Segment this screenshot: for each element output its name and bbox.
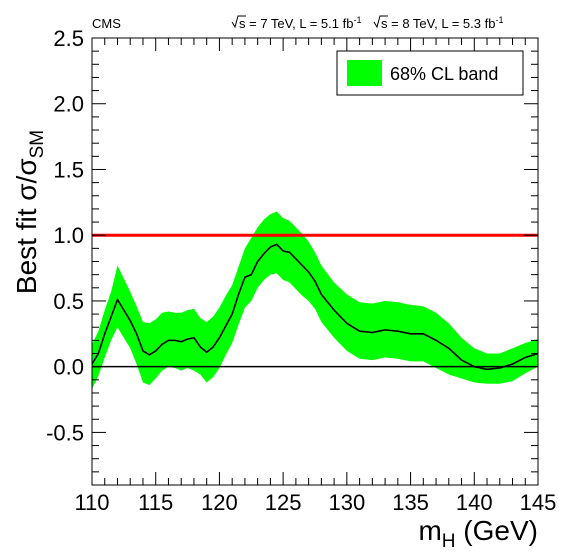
y-tick-label: 2.5 — [53, 26, 84, 51]
cl-band-68 — [92, 211, 538, 390]
x-tick-label: 120 — [201, 490, 238, 515]
series-layer — [91, 243, 539, 371]
y-axis-title: Best fit σ/σSM — [11, 130, 48, 294]
x-axis-title-unit: (GeV) — [456, 515, 538, 546]
y-axis-title-sub: SM — [27, 130, 48, 159]
cms-label: CMS — [92, 16, 121, 31]
y-tick-label: 2.0 — [53, 92, 84, 117]
y-tick-label: 0.0 — [53, 355, 84, 380]
x-tick-label: 115 — [138, 490, 173, 515]
run2-lumi-exponent: -1 — [495, 15, 503, 25]
legend-swatch — [347, 60, 382, 86]
band-layer — [92, 211, 538, 390]
run1-energy-text: s = 7 TeV, L = 5.1 fb — [239, 16, 353, 31]
svg-text:s = 8 TeV, L = 5.3 fb-1: s = 8 TeV, L = 5.3 fb-1 — [381, 15, 503, 31]
y-axis-title-main: Best fit σ/σ — [11, 158, 42, 294]
run2-energy-text: s = 8 TeV, L = 5.3 fb — [381, 16, 495, 31]
best-fit-line — [91, 243, 539, 371]
y-tick-labels: -0.5 0.0 0.5 1.0 1.5 2.0 2.5 — [46, 26, 84, 445]
svg-text:s = 7 TeV, L = 5.1 fb-1: s = 7 TeV, L = 5.1 fb-1 — [239, 15, 361, 31]
reference-lines — [92, 233, 538, 368]
x-tick-label: 135 — [392, 490, 429, 515]
x-axis-title-sub: H — [442, 531, 456, 552]
legend: 68% CL band — [336, 50, 524, 96]
run2-header: s = 8 TeV, L = 5.3 fb-1 — [373, 15, 503, 31]
sqrt-icon — [373, 15, 388, 29]
x-tick-label: 130 — [328, 490, 365, 515]
x-tick-label: 140 — [456, 490, 493, 515]
sqrt-icon — [231, 15, 246, 29]
x-tick-labels: 110 115 120 125 130 135 140 145 — [74, 490, 556, 515]
y-tick-label: -0.5 — [46, 420, 84, 445]
y-tick-label: 1.5 — [53, 157, 84, 182]
y-tick-label: 1.0 — [53, 223, 84, 248]
x-tick-label: 110 — [74, 490, 109, 515]
run1-lumi-exponent: -1 — [353, 15, 361, 25]
y-tick-label: 0.5 — [53, 289, 84, 314]
legend-label: 68% CL band — [390, 64, 498, 84]
x-axis-title: mH (GeV) — [418, 515, 538, 552]
x-tick-label: 145 — [520, 490, 557, 515]
x-axis-title-main: m — [418, 515, 441, 546]
run1-header: s = 7 TeV, L = 5.1 fb-1 — [231, 15, 361, 31]
tick-marks — [91, 37, 539, 485]
x-tick-label: 125 — [265, 490, 302, 515]
